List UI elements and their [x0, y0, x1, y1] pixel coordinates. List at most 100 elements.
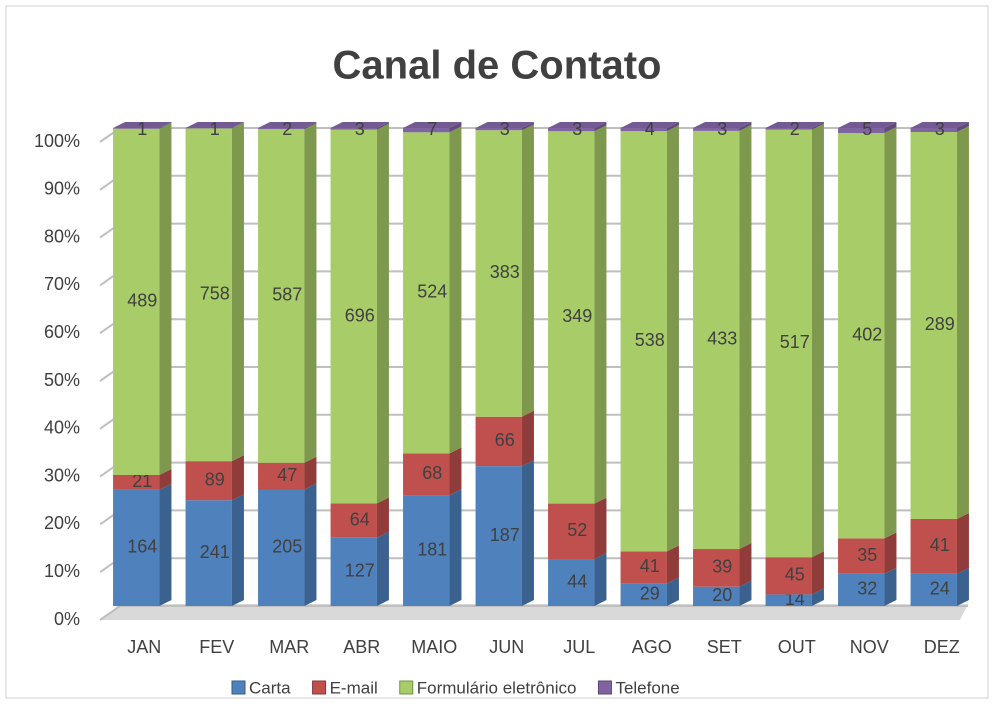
data-label: 164 — [127, 537, 157, 557]
x-tick-label: DEZ — [924, 637, 960, 657]
bar-segment — [330, 128, 377, 130]
x-tick-label: MAR — [269, 637, 309, 657]
data-label: 44 — [567, 571, 587, 591]
bar-segment — [258, 129, 305, 463]
bar-segment — [113, 474, 160, 490]
data-label: 2 — [282, 119, 292, 139]
bar-side — [739, 122, 752, 131]
bar-segment — [258, 489, 305, 606]
bar-side — [594, 125, 607, 504]
x-tick-label: ABR — [343, 637, 380, 657]
y-tick-label: 40% — [44, 418, 80, 438]
bar-side — [159, 483, 172, 606]
bar-side — [449, 122, 462, 133]
data-label: 66 — [495, 430, 515, 450]
data-label: 89 — [205, 469, 225, 489]
bar-segment — [910, 573, 957, 606]
bar-side — [231, 455, 244, 501]
bar-segment — [113, 489, 160, 606]
bar-side — [376, 531, 389, 606]
bar-side — [231, 122, 244, 129]
bar-top — [620, 122, 679, 128]
bar-segment — [403, 453, 450, 496]
bar-side — [376, 123, 389, 504]
data-label: 3 — [717, 119, 727, 139]
bar-top — [475, 122, 534, 128]
data-label: 587 — [272, 285, 302, 305]
bar-segment — [765, 557, 812, 595]
bar-side — [884, 122, 897, 134]
bar-segment — [693, 128, 740, 131]
bar-side — [811, 588, 824, 606]
data-label: 517 — [780, 332, 810, 352]
y-tick-label: 90% — [44, 179, 80, 199]
bar-segment — [838, 573, 885, 606]
data-label: 45 — [785, 565, 805, 585]
bar-side — [666, 125, 679, 552]
y-tick-label: 50% — [44, 370, 80, 390]
bar-side — [811, 123, 824, 558]
bar-top — [403, 122, 462, 128]
data-label: 696 — [345, 305, 375, 325]
y-tick-label: 60% — [44, 322, 80, 342]
bar-side — [449, 126, 462, 454]
bar-segment — [693, 130, 740, 550]
bar-side — [231, 122, 244, 462]
data-label: 402 — [852, 324, 882, 344]
bar-side — [739, 580, 752, 606]
legend-swatch — [399, 680, 414, 695]
bar-side — [956, 512, 969, 574]
bar-segment — [403, 132, 450, 454]
x-tick-label: JUL — [563, 637, 595, 657]
x-tick-label: NOV — [850, 637, 889, 657]
bar-segment — [258, 462, 305, 490]
bar-segment — [838, 538, 885, 574]
bar-segment — [548, 131, 595, 504]
bar-side — [666, 545, 679, 584]
bar-segment — [838, 128, 885, 134]
data-label: 7 — [427, 119, 437, 139]
data-label: 289 — [925, 314, 955, 334]
bar-segment — [330, 129, 377, 504]
y-tick-label: 0% — [54, 609, 80, 629]
bar-segment — [693, 549, 740, 587]
bar-side — [594, 122, 607, 132]
bar-segment — [113, 128, 160, 129]
y-tick-label: 20% — [44, 513, 80, 533]
legend-swatch — [231, 680, 246, 695]
bar-segment — [765, 594, 812, 606]
data-label: 4 — [645, 119, 655, 139]
bar-side — [956, 122, 969, 133]
bar-segment — [910, 128, 957, 133]
data-label: 39 — [712, 557, 732, 577]
data-label: 3 — [355, 119, 365, 139]
bar-side — [376, 497, 389, 538]
chart-title: Canal de Contato — [333, 44, 662, 88]
bar-side — [666, 122, 679, 132]
bar-side — [304, 123, 317, 463]
bar-top — [185, 122, 244, 128]
floor — [100, 604, 968, 620]
bar-segment — [403, 495, 450, 606]
x-tick-label: AGO — [632, 637, 672, 657]
bar-side — [304, 483, 317, 606]
bar-side — [304, 122, 317, 130]
data-label: 35 — [857, 545, 877, 565]
bar-segment — [548, 559, 595, 606]
bar-segment — [620, 131, 667, 552]
data-label: 29 — [640, 583, 660, 603]
y-tick-label: 80% — [44, 226, 80, 246]
data-label: 187 — [490, 525, 520, 545]
bar-top — [765, 122, 824, 128]
bar-segment — [403, 128, 450, 133]
bar-segment — [765, 128, 812, 130]
data-label: 1 — [210, 119, 220, 139]
bar-side — [956, 567, 969, 606]
data-label: 52 — [567, 520, 587, 540]
bar-side — [521, 122, 534, 131]
data-label: 241 — [200, 542, 230, 562]
legend-swatch — [597, 680, 612, 695]
bar-segment — [765, 129, 812, 558]
data-label: 68 — [422, 463, 442, 483]
